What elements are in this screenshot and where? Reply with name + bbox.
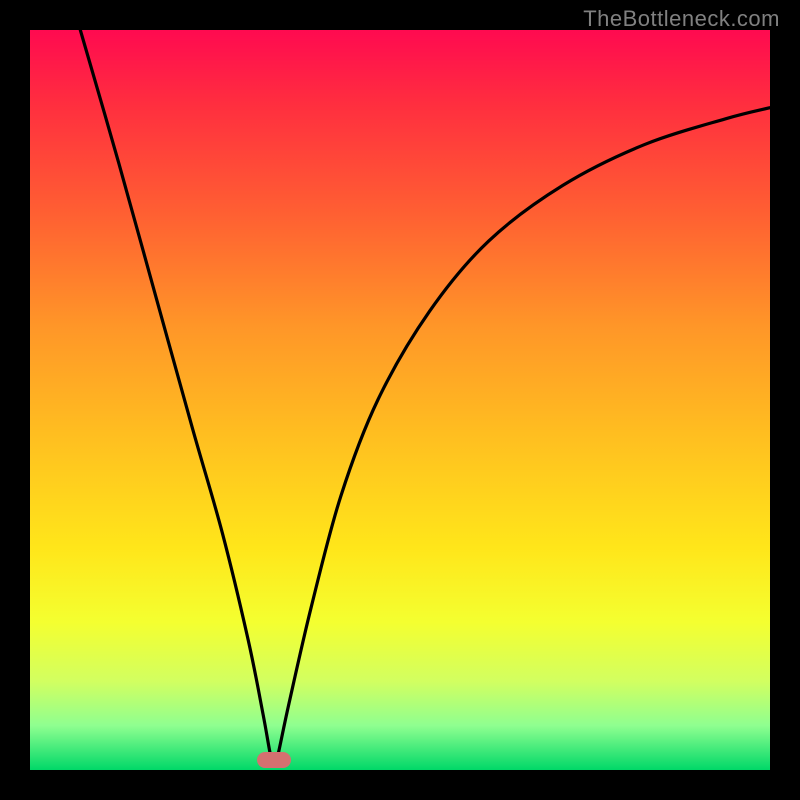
- watermark-text: TheBottleneck.com: [583, 6, 780, 32]
- trough-marker: [257, 752, 291, 768]
- bottleneck-curve: [30, 30, 770, 770]
- plot-area: [30, 30, 770, 770]
